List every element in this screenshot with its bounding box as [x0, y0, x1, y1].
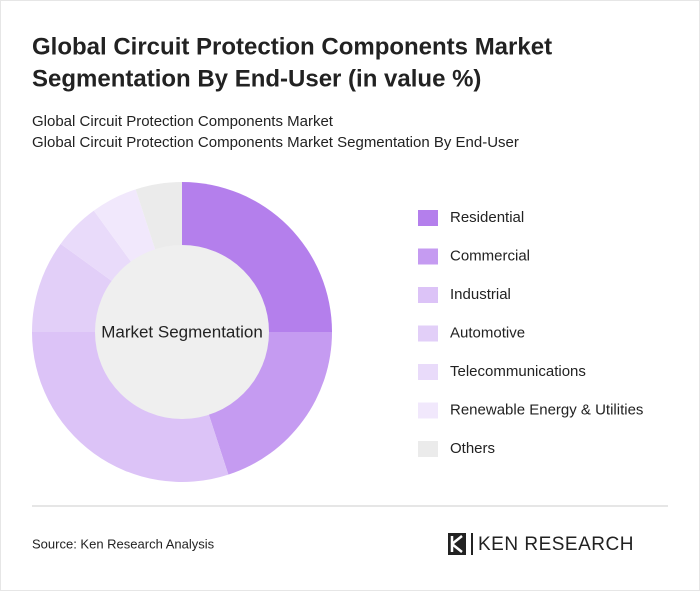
- legend-swatch: [418, 441, 438, 457]
- logo-text: KEN RESEARCH: [478, 534, 634, 555]
- subtitle: Global Circuit Protection Components Mar…: [32, 134, 519, 151]
- legend-label: Automotive: [450, 324, 525, 341]
- subtitle: Global Circuit Protection Components Mar…: [32, 113, 334, 130]
- legend-swatch: [418, 325, 438, 342]
- chart-title: Segmentation By End-User (in value %): [32, 65, 481, 92]
- legend-swatch: [418, 248, 438, 265]
- legend-label: Telecommunications: [450, 363, 586, 380]
- legend-label: Industrial: [450, 286, 511, 303]
- source: Source: Ken Research Analysis: [32, 536, 215, 551]
- legend-label: Commercial: [450, 247, 530, 264]
- legend-swatch: [418, 287, 438, 303]
- logo-icon: [448, 533, 473, 555]
- legend-label: Others: [450, 440, 495, 457]
- legend-swatch: [418, 210, 438, 226]
- center-label: Market Segmentation: [101, 322, 263, 341]
- legend-swatch: [418, 364, 438, 380]
- legend-label: Renewable Energy & Utilities: [450, 401, 643, 418]
- chart-title: Global Circuit Protection Components Mar…: [32, 33, 552, 60]
- legend-label: Residential: [450, 209, 524, 226]
- legend: Residential Commercial Industrial Automotiv…: [418, 209, 643, 457]
- donut-hole: [95, 245, 269, 419]
- legend-swatch: [418, 402, 438, 419]
